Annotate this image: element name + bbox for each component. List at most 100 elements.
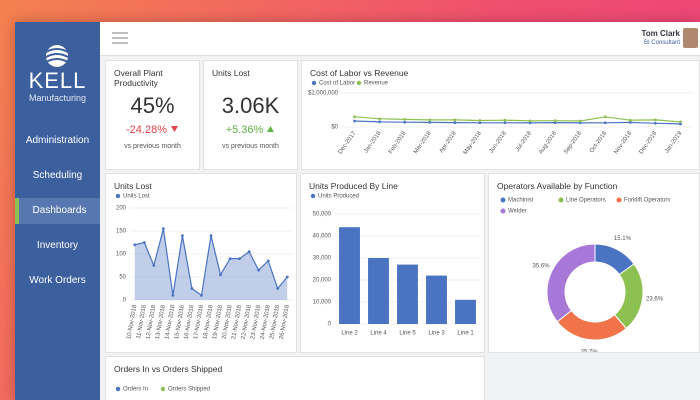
legend-label: Orders In [123,387,148,393]
legend-marker [115,386,121,392]
chart: Units Produced 0 10,000 20,000 30,000 40,000 5… [310,193,480,337]
point [276,287,280,290]
legend-label: Orders Shipped [168,387,210,393]
menu-button[interactable] [110,22,140,55]
x-tick-label: Jul-2018 [515,130,533,153]
legend-label: Revenue [364,81,389,87]
x-tick-label: Mar-2018 [413,130,433,155]
y-tick-label: 10,000 [313,300,332,306]
trend-arrow [267,126,275,132]
sidebar: KELL Manufacturing Administration Schedul… [15,22,100,400]
nav-item[interactable]: Dashboards [15,198,100,224]
nav-item[interactable]: Inventory [36,240,79,251]
legend-marker [310,193,316,199]
point [247,250,251,254]
bar [397,264,418,324]
x-tick-label: Jun-2018 [489,130,509,154]
point [679,120,682,124]
chart: Cost of Labor Revenue $0 $2,000,000 Dec-2017… [308,81,693,156]
y-tick-label: 30,000 [313,256,332,262]
x-tick-label: Aug-2018 [538,130,558,155]
point [209,234,213,237]
y-tick-label: $0 [331,125,338,131]
avatar[interactable] [683,28,698,48]
arrow [170,126,178,132]
point [161,227,165,231]
point [603,115,607,119]
point [378,117,382,121]
y-tick-label: 20,000 [313,278,332,284]
kpi-title: Overall Plant Productivity [114,68,163,88]
point [628,118,632,122]
chart-title: Cost of Labor vs Revenue [310,68,409,78]
nav-item[interactable]: Work Orders [29,275,86,286]
point [603,121,607,125]
x-tick-label: 11-Nov-2018 [136,304,148,339]
point [142,241,146,244]
line [354,120,681,125]
point [403,117,407,121]
chart-title: Units Lost [114,181,152,191]
bar [339,227,360,324]
x-tick-label: Sep-2018 [563,130,583,155]
legend-marker [500,197,506,203]
x-tick-label: Jan-2018 [363,130,383,154]
point [403,120,407,124]
trend-arrow [170,126,178,132]
area [134,228,288,300]
y-tick-label: 40,000 [313,234,332,240]
kpi-change: -24.28% [126,124,167,136]
data-label: 25.7% [581,349,599,353]
legend-marker [160,386,166,392]
point [257,268,261,272]
y-tick-label: 200 [116,206,127,212]
point [285,275,289,279]
kpi-note: vs previous month [222,143,279,150]
x-tick-label: Oct-2018 [589,130,608,154]
legend-marker [500,208,506,214]
logo-text: KELL [28,68,87,93]
logo-icon [45,45,69,67]
point [528,119,532,123]
line [354,116,681,123]
point [428,121,432,124]
user-name[interactable]: Tom Clark [641,29,680,38]
y-tick-label: $2,000,000 [308,91,339,97]
point [653,121,657,125]
data-label: 35.6% [533,263,551,269]
y-tick-label: 150 [116,229,127,235]
nav-item[interactable]: Administration [25,135,90,146]
point [200,294,203,297]
chart-title: Orders In vs Orders Shipped [114,364,223,374]
nav-item[interactable]: Scheduling [32,170,83,181]
chart: Orders In Orders Shipped [115,386,210,393]
legend-label: Welder [508,209,527,215]
point [528,121,532,125]
point [653,118,657,122]
x-tick-label: 26-Nov-2018 [279,304,291,340]
point [353,115,356,119]
x-tick-label: Apr-2018 [439,130,458,154]
kpi-card: Units Lost 3.06K +5.36% vs previous month [203,60,298,170]
legend-marker [616,197,622,203]
arrow [267,126,275,132]
x-tick-label: Feb-2018 [388,130,408,155]
chart-card: Orders In Orders Shipped Orders In vs Orde… [105,356,485,400]
kpi-change-row: +5.36% [204,124,297,136]
point [453,118,457,122]
chart-title: Units Produced By Line [309,181,398,191]
x-tick-label: Line 2 [341,331,358,337]
legend-label: Machinist [508,198,534,204]
legend-marker [115,193,121,199]
x-tick-label: Dec-2017 [338,130,358,155]
bar [368,258,389,324]
chart-card: Machinist Line Operators Forklift Operator… [488,173,700,353]
hamburger [112,32,128,44]
point [171,294,175,297]
chart-card: Cost of Labor Revenue $0 $2,000,000 Dec-2017… [301,60,700,170]
point [228,257,232,260]
x-tick-label: Line 1 [457,331,474,337]
legend-label: Cost of Labor [319,81,355,87]
y-tick-label: 50,000 [313,212,332,218]
